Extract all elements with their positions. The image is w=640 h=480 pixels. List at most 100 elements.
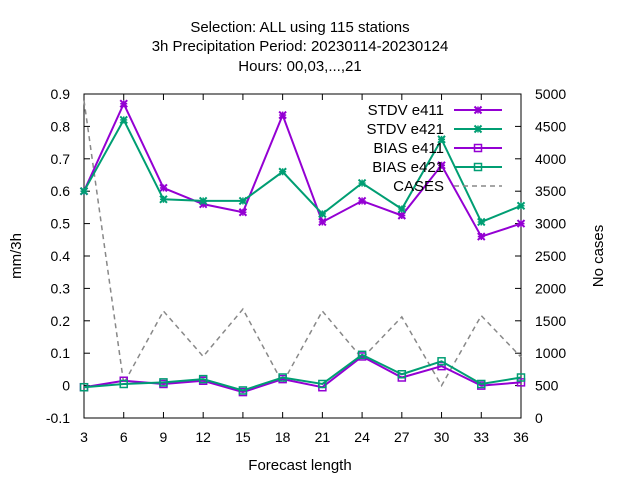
series-line [83,101,522,238]
legend-item: CASES [393,178,502,195]
legend-marker [473,105,483,115]
legend: STDV e411 STDV e421 BIAS e411 BIAS e421 CASE… [366,102,502,195]
y-tick-label: 0.5 [51,216,71,232]
y2-axis-title: No cases [590,225,607,288]
series-line [83,100,522,388]
series-bias-e411 [79,352,526,397]
series-layer [79,99,526,397]
y2-axis: 0 500 1000 1500 2000 2500 3000 3500 4000 4500 5000 [515,86,566,426]
y2-tick-label: 2000 [535,280,566,296]
legend-item: STDV e411 [368,102,502,119]
data-point [318,379,327,389]
x-tick-label: 27 [394,429,410,445]
y2-tick-label: 3000 [535,216,566,232]
chart-title: Selection: ALL using 115 stations 3h Pre… [152,19,449,75]
data-point [516,373,526,382]
data-point [159,183,168,193]
y-tick-label: 0.3 [51,280,71,296]
data-point [278,373,287,382]
y2-tick-label: 5000 [535,86,566,102]
x-tick-label: 30 [434,429,450,445]
data-point [516,378,526,387]
y2-tick-label: 1500 [535,313,566,329]
y-tick-label: 0.1 [51,345,71,361]
data-point [397,204,407,214]
y2-tick-label: 4500 [535,118,566,134]
data-point [278,110,287,120]
y2-tick-label: 500 [535,378,559,394]
legend-marker [473,162,483,172]
legend-item: STDV e421 [366,121,502,138]
chart-title-line: Hours: 00,03,...,21 [238,58,361,75]
legend-marker [473,143,483,153]
y-tick-label: 0 [62,378,70,394]
data-point [119,115,128,125]
legend-label: STDV e421 [366,121,444,138]
legend-label: BIAS e411 [373,140,444,157]
data-point [397,211,407,220]
data-point [477,379,486,389]
y-tick-label: 0.8 [51,118,71,134]
data-point [119,99,128,108]
data-point [238,208,248,217]
y2-tick-label: 1000 [535,345,566,361]
y-tick-label: 0.2 [51,313,71,329]
data-point [437,361,446,371]
x-tick-label: 24 [354,429,370,445]
x-tick-label: 15 [235,429,251,445]
data-point [198,374,208,384]
data-point [119,379,128,389]
y-axis: -0.1 0 0.1 0.2 0.3 0.4 0.5 0.6 0.7 0.8 0.9 [46,86,90,426]
x-tick-label: 18 [275,429,291,445]
data-point [318,217,327,227]
series-stdv-e421 [79,115,526,227]
y-tick-label: 0.7 [51,151,71,167]
y-tick-label: 0.6 [51,183,71,199]
x-tick-label: 33 [473,429,489,445]
data-point [318,209,327,219]
x-axis-title: Forecast length [248,457,351,474]
data-point [477,232,486,241]
y2-tick-label: 0 [535,410,543,426]
legend-label: CASES [393,178,444,195]
x-tick-label: 9 [160,429,168,445]
x-tick-label: 21 [315,429,331,445]
series-line [83,117,522,224]
data-point [238,196,248,206]
y-tick-label: 0.9 [51,86,71,102]
legend-label: BIAS e421 [372,159,444,176]
y2-tick-label: 4000 [535,151,566,167]
series-stdv-e411 [79,99,526,241]
data-point [397,370,407,379]
data-point [357,196,367,206]
chart-title-line: Selection: ALL using 115 stations [190,19,409,36]
data-point [437,161,446,170]
data-point [159,378,168,387]
legend-item: BIAS e411 [373,140,502,157]
y-tick-label: 0.4 [51,248,71,264]
chart-title-line: 3h Precipitation Period: 20230114-202301… [152,38,449,55]
data-point [79,382,89,392]
legend-item: BIAS e421 [372,159,502,176]
series-line [83,353,522,392]
y2-tick-label: 3500 [535,183,566,199]
data-point [278,167,287,176]
data-point [437,135,446,144]
series-bias-e421 [79,350,526,395]
x-axis: 3 6 9 12 15 18 21 24 27 30 33 36 [80,94,529,445]
data-point [79,186,89,196]
data-point [516,219,526,228]
x-tick-label: 3 [80,429,88,445]
y-tick-label: -0.1 [46,410,70,426]
data-point [357,178,367,188]
legend-label: STDV e411 [368,102,444,119]
x-tick-label: 36 [513,429,529,445]
data-point [477,217,486,227]
data-point [516,201,526,210]
data-point [437,357,446,366]
legend-marker [473,124,483,134]
y-axis-title: mm/3h [8,233,25,279]
x-tick-label: 6 [120,429,128,445]
data-point [238,386,248,395]
